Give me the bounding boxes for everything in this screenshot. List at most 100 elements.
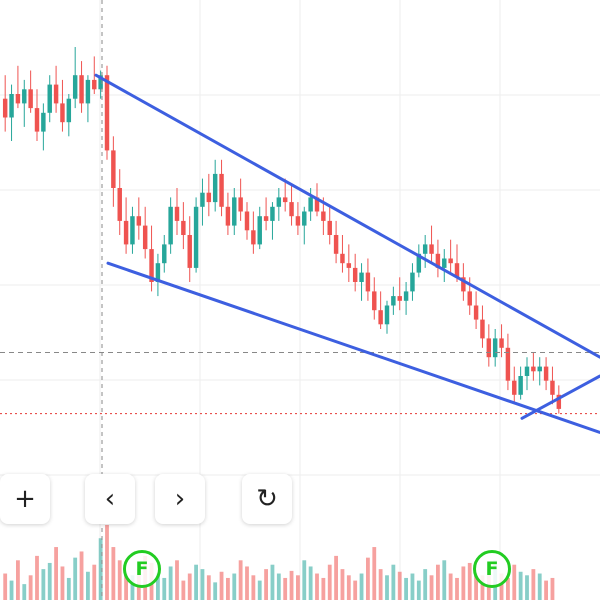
trendline-3 <box>520 374 600 420</box>
volume-bar <box>181 580 186 600</box>
event-marker-2[interactable]: F <box>473 550 511 588</box>
candle-body <box>47 84 52 113</box>
trendline-1 <box>94 73 600 359</box>
candle-body <box>524 366 530 376</box>
candle-body <box>200 192 205 207</box>
candle-body <box>60 103 65 123</box>
candle-body <box>66 98 72 123</box>
volume-bar <box>213 582 218 600</box>
volume-bar <box>86 571 90 600</box>
candle-body <box>270 206 275 221</box>
candle-body <box>435 253 441 268</box>
volume-bar <box>54 547 58 600</box>
volume-bar <box>391 564 396 600</box>
candle-body <box>372 291 377 311</box>
candle-body <box>41 112 46 132</box>
volume-bar <box>366 557 370 600</box>
candle-body <box>397 296 402 301</box>
candle-body <box>168 206 173 245</box>
volume-bar <box>79 551 84 600</box>
candle-body <box>543 366 549 381</box>
candle-body <box>378 310 383 325</box>
candle-body <box>22 89 27 104</box>
volume-bar <box>544 580 548 600</box>
candle-body <box>2 98 8 118</box>
volume-bar <box>175 560 179 600</box>
candle-body <box>346 263 352 268</box>
volume-bar <box>461 566 466 600</box>
candle-body <box>193 206 199 268</box>
volume-bar <box>404 577 408 600</box>
candle-body <box>295 216 301 226</box>
candle-body <box>410 272 415 292</box>
volume-bar <box>499 573 504 600</box>
zoom-in-button[interactable]: + <box>0 474 50 524</box>
candle-body <box>416 253 422 273</box>
candle-body <box>111 150 116 188</box>
candle-body <box>333 235 339 254</box>
candle-body <box>28 89 33 109</box>
volume-bar <box>22 584 27 600</box>
volume-bar <box>359 573 364 600</box>
candle-body <box>181 220 186 235</box>
volume-bar <box>130 575 135 600</box>
volume-bar <box>238 560 243 600</box>
volume-bar <box>397 571 402 600</box>
candle-body <box>79 75 84 104</box>
event-marker-1[interactable]: F <box>123 550 161 588</box>
volume-bar <box>162 577 167 600</box>
candle-body <box>442 258 447 268</box>
candle-body <box>480 319 485 339</box>
candle-body <box>403 291 409 301</box>
candle-body <box>473 305 479 320</box>
candle-body <box>314 197 320 212</box>
candle-body <box>130 216 135 245</box>
candle-body <box>384 305 390 325</box>
candle-body <box>187 235 192 268</box>
volume-bar <box>232 573 237 600</box>
candle-body <box>518 376 523 395</box>
volume-bar <box>98 538 103 600</box>
candle-body <box>282 197 288 203</box>
volume-bar <box>289 570 294 600</box>
candle-body <box>486 338 492 358</box>
scroll-left-button[interactable]: ‹ <box>85 474 135 524</box>
volume-bar <box>3 573 8 600</box>
candle-body <box>9 94 14 118</box>
candle-body <box>244 211 250 231</box>
volume-bar <box>245 566 249 600</box>
volume-bar <box>276 573 281 600</box>
volume-bar <box>219 571 224 600</box>
candle-body <box>155 263 161 282</box>
candle-body <box>461 277 466 292</box>
candle-body <box>251 230 256 245</box>
candle-body <box>72 75 78 99</box>
volume-bar <box>9 580 14 600</box>
volume-bar <box>264 569 268 600</box>
volume-bar <box>506 577 510 600</box>
volume-bar <box>346 575 351 600</box>
volume-bar <box>92 564 97 600</box>
volume-bar <box>372 547 377 600</box>
volume-bar <box>283 577 288 600</box>
candle-body <box>212 173 218 203</box>
candle-body <box>512 380 517 395</box>
candle-body <box>162 244 167 264</box>
candle-body <box>308 197 313 212</box>
scroll-right-button[interactable]: › <box>155 474 205 524</box>
volume-bar <box>531 569 536 600</box>
candle-body <box>174 206 180 221</box>
candle-body <box>352 267 358 282</box>
candle-body <box>499 338 504 348</box>
volume-bar <box>518 571 523 600</box>
volume-bar <box>28 575 33 600</box>
reset-chart-button[interactable]: ↻ <box>242 474 292 524</box>
volume-bar <box>321 577 326 600</box>
volume-bar <box>327 564 332 600</box>
candle-body <box>550 380 555 395</box>
volume-bar <box>206 575 211 600</box>
volume-bar <box>340 569 345 600</box>
candle-body <box>531 366 536 372</box>
volume-bar <box>308 566 313 600</box>
